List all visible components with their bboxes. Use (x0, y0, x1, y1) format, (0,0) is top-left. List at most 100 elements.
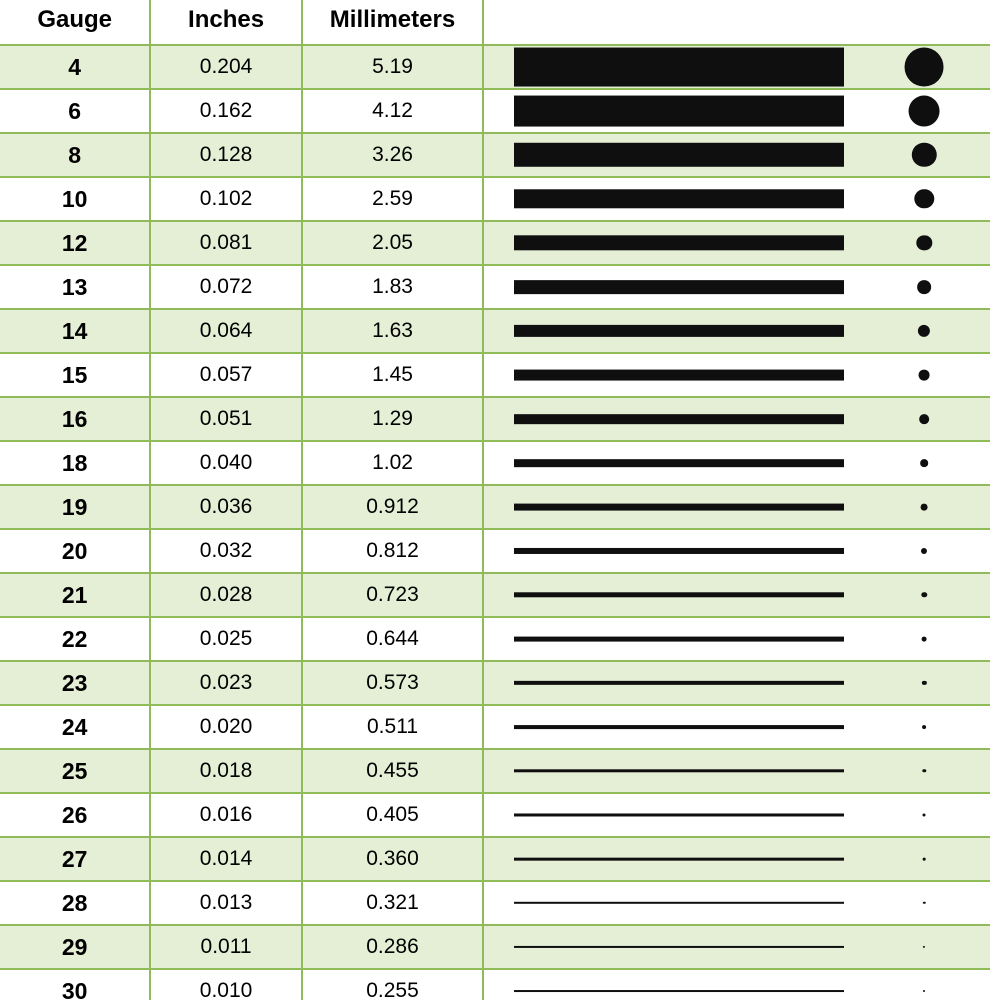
thickness-bar (514, 143, 844, 167)
cross-section-dot (917, 235, 932, 250)
cell-gauge: 27 (0, 837, 150, 881)
cross-section-dot (922, 592, 927, 597)
cell-visual (483, 177, 990, 221)
table-row: 150.0571.45 (0, 353, 990, 397)
cell-gauge: 15 (0, 353, 150, 397)
cell-visual (483, 529, 990, 573)
cell-mm: 0.321 (302, 881, 484, 925)
cross-section-dot (923, 946, 925, 948)
thickness-bar (514, 325, 844, 337)
cell-mm: 5.19 (302, 45, 484, 89)
cell-visual (483, 353, 990, 397)
cell-visual (483, 573, 990, 617)
cell-inches: 0.018 (150, 749, 301, 793)
table-row: 140.0641.63 (0, 309, 990, 353)
thickness-bar (514, 414, 844, 424)
cell-mm: 0.360 (302, 837, 484, 881)
cell-mm: 0.286 (302, 925, 484, 969)
table-row: 40.2045.19 (0, 45, 990, 89)
table-row: 80.1283.26 (0, 133, 990, 177)
cell-mm: 0.912 (302, 485, 484, 529)
table-row: 230.0230.573 (0, 661, 990, 705)
cell-mm: 2.05 (302, 221, 484, 265)
cell-inches: 0.014 (150, 837, 301, 881)
cell-visual (483, 837, 990, 881)
cell-visual (483, 793, 990, 837)
cell-visual (483, 881, 990, 925)
cell-mm: 0.573 (302, 661, 484, 705)
cell-inches: 0.162 (150, 89, 301, 133)
table-row: 280.0130.321 (0, 881, 990, 925)
table-row: 180.0401.02 (0, 441, 990, 485)
cell-mm: 0.255 (302, 969, 484, 1000)
cell-gauge: 6 (0, 89, 150, 133)
cell-inches: 0.025 (150, 617, 301, 661)
cell-visual (483, 397, 990, 441)
cell-gauge: 21 (0, 573, 150, 617)
header-gauge: Gauge (0, 0, 150, 45)
cell-inches: 0.020 (150, 705, 301, 749)
cross-section-dot (915, 189, 934, 208)
cell-inches: 0.040 (150, 441, 301, 485)
cross-section-dot (920, 459, 928, 467)
header-mm: Millimeters (302, 0, 484, 45)
cell-mm: 0.511 (302, 705, 484, 749)
cross-section-dot (923, 769, 926, 772)
cell-mm: 0.644 (302, 617, 484, 661)
table-row: 130.0721.83 (0, 265, 990, 309)
thickness-bar (514, 459, 844, 467)
cell-gauge: 25 (0, 749, 150, 793)
cross-section-dot (919, 414, 929, 424)
cell-inches: 0.016 (150, 793, 301, 837)
header-visual (483, 0, 990, 45)
cell-visual (483, 221, 990, 265)
cell-inches: 0.128 (150, 133, 301, 177)
cell-mm: 1.83 (302, 265, 484, 309)
cell-inches: 0.102 (150, 177, 301, 221)
table-row: 250.0180.455 (0, 749, 990, 793)
cell-gauge: 16 (0, 397, 150, 441)
table-row: 60.1624.12 (0, 89, 990, 133)
thickness-bar (514, 370, 844, 381)
cell-inches: 0.010 (150, 969, 301, 1000)
cell-inches: 0.057 (150, 353, 301, 397)
cell-mm: 1.29 (302, 397, 484, 441)
cell-inches: 0.204 (150, 45, 301, 89)
table-row: 100.1022.59 (0, 177, 990, 221)
cell-mm: 1.45 (302, 353, 484, 397)
cross-section-dot (922, 725, 926, 729)
cell-gauge: 13 (0, 265, 150, 309)
cell-visual (483, 89, 990, 133)
cell-gauge: 23 (0, 661, 150, 705)
table-row: 240.0200.511 (0, 705, 990, 749)
thickness-bar (514, 681, 844, 685)
cell-inches: 0.013 (150, 881, 301, 925)
cell-inches: 0.072 (150, 265, 301, 309)
thickness-bar (514, 189, 844, 208)
cell-mm: 0.405 (302, 793, 484, 837)
thickness-bar (514, 280, 844, 294)
cell-gauge: 18 (0, 441, 150, 485)
cell-mm: 2.59 (302, 177, 484, 221)
cross-section-dot (923, 990, 925, 992)
cross-section-dot (923, 858, 926, 861)
thickness-bar (514, 96, 844, 127)
wire-gauge-table: Gauge Inches Millimeters 40.2045.1960.16… (0, 0, 990, 1000)
thickness-bar (514, 504, 844, 511)
cross-section-dot (912, 143, 936, 167)
cell-visual (483, 45, 990, 89)
thickness-bar (514, 813, 844, 816)
cross-section-dot (909, 96, 940, 127)
cross-section-dot (921, 548, 927, 554)
table-row: 300.0100.255 (0, 969, 990, 1000)
cell-visual (483, 969, 990, 1000)
cross-section-dot (922, 637, 927, 642)
table-row: 270.0140.360 (0, 837, 990, 881)
cell-gauge: 24 (0, 705, 150, 749)
thickness-bar (514, 990, 844, 992)
cell-mm: 1.02 (302, 441, 484, 485)
cell-gauge: 29 (0, 925, 150, 969)
cell-gauge: 30 (0, 969, 150, 1000)
thickness-bar (514, 725, 844, 729)
cell-visual (483, 309, 990, 353)
